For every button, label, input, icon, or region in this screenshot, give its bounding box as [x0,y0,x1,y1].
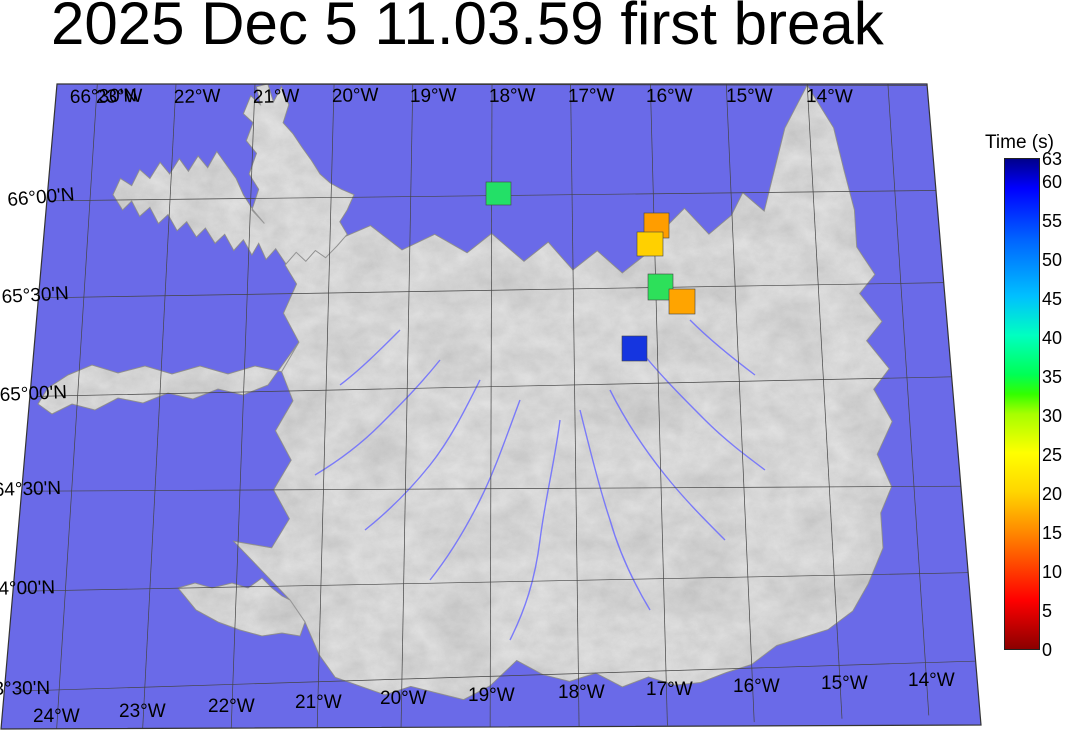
svg-text:14°W: 14°W [806,86,853,107]
svg-text:22°W: 22°W [174,86,221,108]
svg-text:64°30'N: 64°30'N [0,478,61,501]
svg-text:24°W: 24°W [33,706,80,727]
svg-text:21°W: 21°W [295,692,342,713]
svg-text:20°W: 20°W [332,85,379,107]
svg-text:15°W: 15°W [726,86,773,107]
svg-text:65°30'N: 65°30'N [1,283,69,308]
svg-text:18°W: 18°W [489,85,536,107]
svg-text:18°W: 18°W [558,682,605,703]
svg-text:21°W: 21°W [253,86,300,108]
svg-text:14°W: 14°W [908,670,955,691]
svg-text:19°W: 19°W [410,85,457,107]
svg-text:63°30'N: 63°30'N [0,678,50,700]
svg-text:19°W: 19°W [468,685,515,706]
svg-text:16°W: 16°W [733,676,780,697]
svg-text:23°W: 23°W [119,701,166,722]
svg-text:15°W: 15°W [821,673,868,694]
svg-text:17°W: 17°W [646,679,693,700]
svg-text:17°W: 17°W [568,85,615,107]
svg-text:65°00'N: 65°00'N [0,382,67,406]
svg-text:22°W: 22°W [208,696,255,717]
svg-text:20°W: 20°W [380,688,427,709]
svg-text:16°W: 16°W [646,86,693,107]
svg-text:64°00'N: 64°00'N [0,577,55,600]
svg-text:23°W: 23°W [96,86,143,108]
